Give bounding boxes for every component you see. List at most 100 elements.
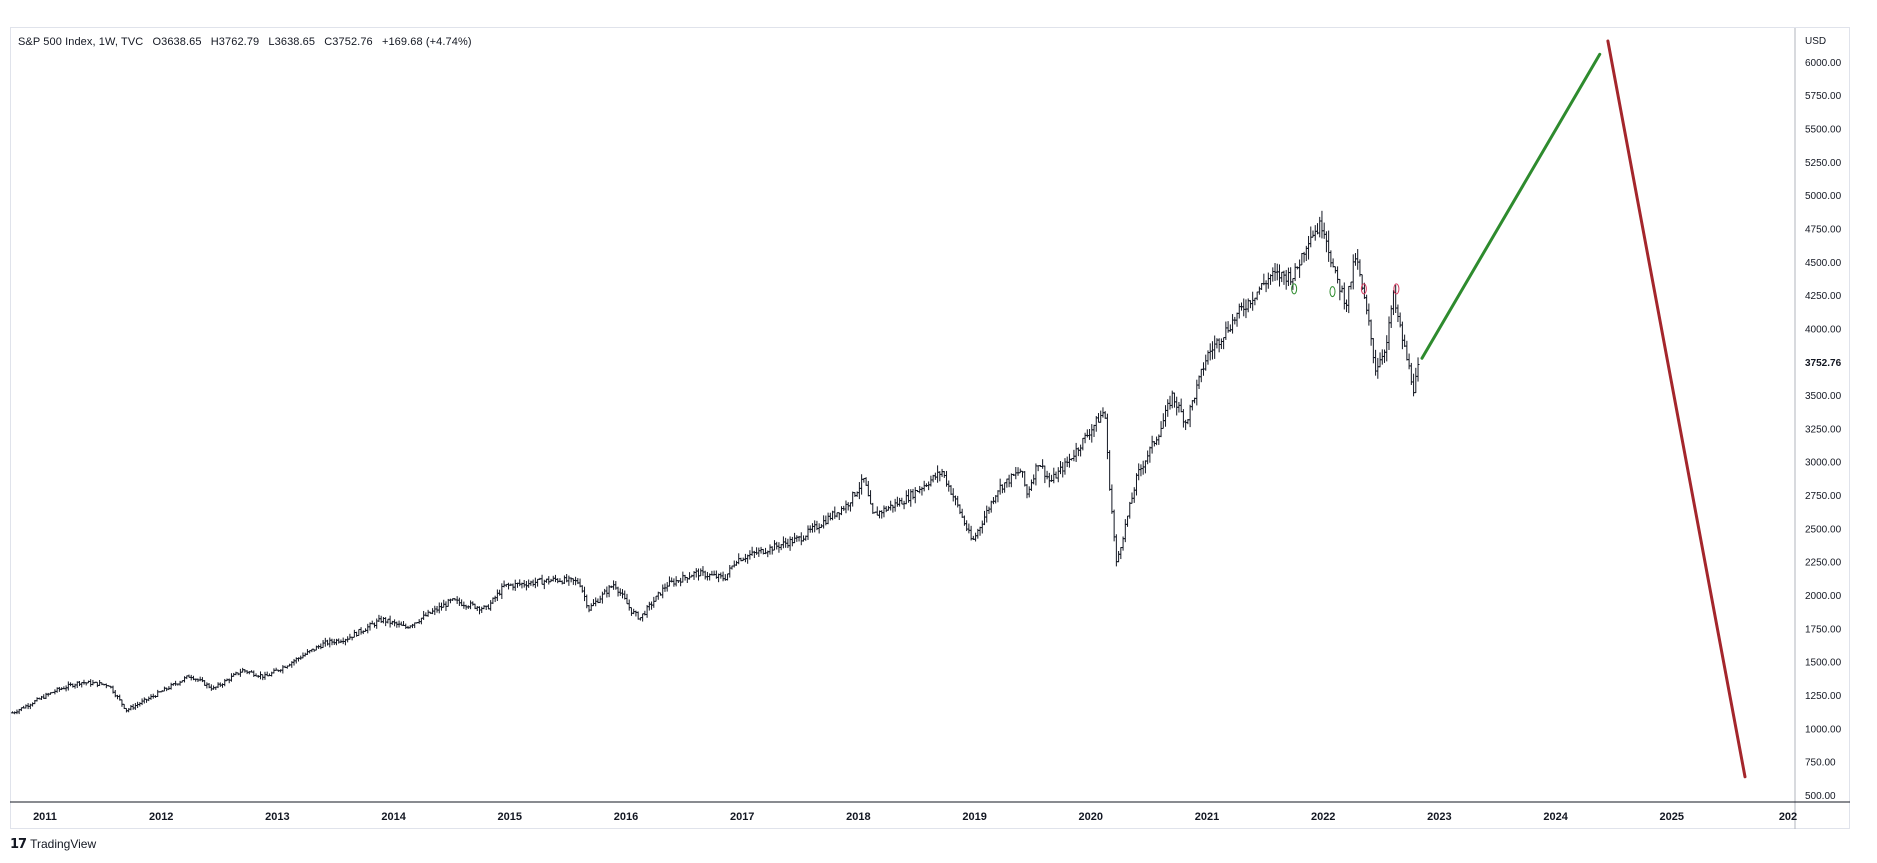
ohlc-bar — [1184, 419, 1188, 431]
price-axis[interactable]: USD 500.00 750.00 1000.00 1250.00 1500.00 1750… — [1794, 28, 1845, 829]
ohlc-bar — [810, 523, 814, 533]
ohlc-bar — [732, 560, 736, 568]
ohlc-bar — [352, 629, 356, 638]
ohlc-bar — [1387, 316, 1391, 350]
price-tick-label: 1500.00 — [1805, 658, 1842, 669]
ohlc-bar — [1271, 267, 1275, 282]
ohlc-bar — [1148, 446, 1152, 463]
ohlc-bar — [174, 680, 178, 686]
ohlc-bar — [902, 500, 906, 510]
ohlc-bar — [1237, 303, 1241, 319]
ohlc-bar — [138, 702, 142, 707]
currency-label: USD — [1805, 36, 1826, 47]
ohlc-bar — [1079, 444, 1083, 457]
time-tick-label: 2022 — [1311, 811, 1335, 823]
ohlc-bar — [553, 574, 557, 583]
ohlc-bar — [1094, 416, 1098, 432]
ohlc-bar — [1108, 450, 1112, 491]
ohlc-bar — [1383, 349, 1387, 363]
ohlc-bar — [1085, 429, 1089, 438]
ohlc-bar — [703, 570, 707, 580]
ohlc-bar — [518, 579, 522, 587]
time-tick-label: 2014 — [381, 811, 406, 823]
ohlc-bar — [772, 540, 776, 551]
ohlc-bar — [326, 639, 330, 646]
ohlc-bar — [73, 683, 77, 689]
ohlc-bar — [183, 676, 187, 683]
projection-down-line[interactable] — [1606, 39, 1747, 779]
time-axis[interactable]: 2011 2012 2013 2014 2015 2016 2017 2018 2019 2020… — [10, 801, 1850, 823]
ohlc-bar — [1061, 462, 1065, 478]
ohlc-bar — [205, 682, 209, 689]
ohlc-bar — [726, 573, 730, 581]
ohlc-bar — [227, 678, 231, 684]
ohlc-bar — [341, 637, 345, 645]
ohlc-bar — [1242, 298, 1246, 317]
ohlc-bar — [1253, 297, 1257, 306]
ohlc-bar — [562, 575, 566, 584]
ohlc-bar — [1217, 338, 1221, 353]
ohlc-bar — [1197, 375, 1201, 390]
ohlc-bar — [880, 510, 884, 519]
ohlc-bar — [1356, 249, 1360, 270]
ohlc-bar — [270, 671, 274, 677]
time-tick-label: 2019 — [962, 811, 986, 823]
ohlc-bar — [616, 586, 620, 597]
ohlc-bar — [786, 538, 790, 549]
ohlc-bar — [1034, 463, 1038, 486]
ohlc-bar — [1029, 479, 1033, 491]
ohlc-bar — [904, 490, 908, 505]
ohlc-bar — [1005, 478, 1009, 488]
ohlc-bar — [860, 474, 864, 495]
ohlc-bar — [1041, 459, 1045, 469]
price-tick-label: 3250.00 — [1805, 424, 1842, 435]
ohlc-bar — [1088, 429, 1092, 440]
ohlc-bar — [71, 683, 75, 688]
ohlc-bar — [1324, 231, 1328, 253]
tradingview-footer[interactable]: 𝟭𝟳 TradingView — [10, 836, 96, 852]
ohlc-bar — [142, 697, 146, 704]
ohlc-bar — [502, 580, 506, 588]
ohlc-bar — [1126, 515, 1130, 527]
ohlc-bar — [752, 550, 756, 559]
ohlc-bar — [120, 699, 124, 707]
ohlc-bar — [1076, 447, 1080, 457]
ohlc-bar — [933, 472, 937, 480]
ohlc-bar — [750, 546, 754, 556]
ohlc-bar — [209, 684, 213, 691]
ohlc-bar — [321, 640, 325, 649]
ohlc-bar — [898, 497, 902, 507]
ohlc-bar — [1179, 398, 1183, 413]
ohlc-bar — [884, 506, 888, 513]
projection-up-line[interactable] — [1420, 52, 1602, 360]
ohlc-bar — [536, 578, 540, 587]
ohlc-bar — [942, 471, 946, 478]
ohlc-bar — [1282, 270, 1286, 285]
ohlc-bar — [571, 578, 575, 585]
ohlc-bar — [1293, 263, 1297, 282]
ohlc-bar — [1052, 467, 1056, 484]
legend-high: H3762.79 — [210, 36, 260, 48]
ohlc-bar — [388, 615, 392, 628]
price-tick-label: 2250.00 — [1805, 558, 1842, 569]
ohlc-bar — [319, 643, 323, 650]
price-tick-label: 3500.00 — [1805, 391, 1842, 402]
ohlc-bar — [1307, 235, 1311, 260]
ohlc-bar — [361, 630, 365, 635]
price-tick-label: 4000.00 — [1805, 324, 1842, 335]
chart-frame[interactable] — [10, 27, 1850, 829]
projection-lines[interactable] — [1420, 39, 1747, 779]
ohlc-bar — [900, 497, 904, 505]
time-tick-label: 2024 — [1543, 811, 1568, 823]
ohlc-bar — [864, 477, 868, 486]
ohlc-bar — [1369, 319, 1373, 346]
ohlc-bar — [1322, 222, 1326, 239]
ohlc-bar — [699, 568, 703, 577]
ohlc-bar — [929, 475, 933, 487]
ohlc-bar — [826, 512, 830, 525]
ohlc-bar — [1072, 449, 1076, 462]
ohlc-bar — [728, 564, 732, 578]
ohlc-bar — [1222, 337, 1226, 350]
ohlc-bar — [869, 490, 873, 505]
